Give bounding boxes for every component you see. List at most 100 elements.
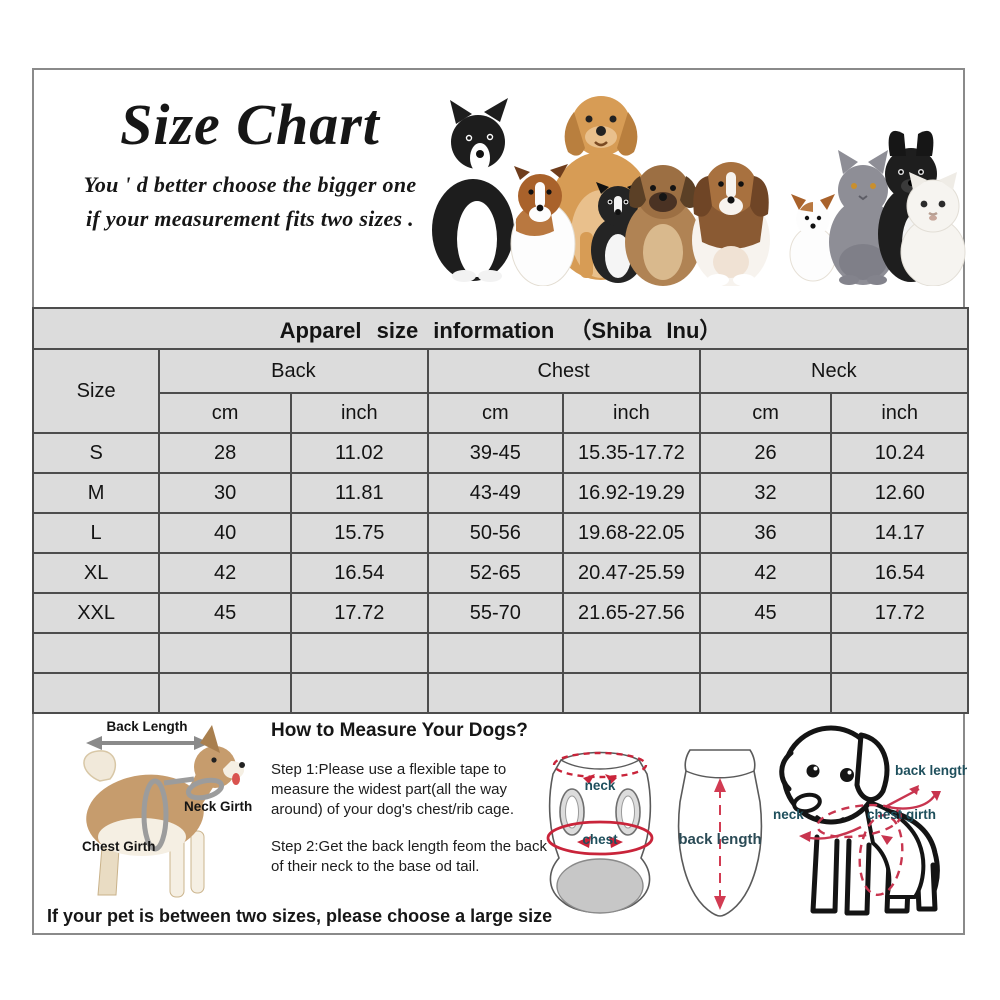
subtitle-line-1: You ' d better choose the bigger one	[83, 172, 417, 197]
table-cell: 15.35-17.72	[562, 432, 701, 474]
table-cell	[562, 632, 701, 674]
table-cell: 32	[698, 472, 833, 514]
measure-step-2: Step 2:Get the back length feom the back…	[271, 838, 548, 876]
table-cell	[698, 632, 833, 674]
table-cell	[698, 672, 833, 714]
table-cell: 11.02	[290, 432, 429, 474]
empty-row	[31, 632, 969, 674]
measure-step-1: Step 1:Please use a flexible tape to mea…	[271, 761, 515, 818]
puppy-measure-arrowheads	[799, 785, 941, 845]
puppy-neck-label: neck	[773, 807, 804, 822]
size-label: L	[31, 512, 161, 554]
size-row-xl: XL 42 16.54 52-65 20.47-25.59 42 16.54	[31, 552, 969, 594]
size-table-section: Apparel size information （Shiba Inu） Siz…	[31, 307, 970, 714]
table-cell: 14.17	[830, 512, 969, 554]
garment-neck-label: neck	[585, 778, 616, 793]
unit-header: cm	[426, 392, 565, 434]
pet-pekingese	[625, 165, 701, 286]
title-block: Size Chart You ' d better choose the big…	[40, 96, 460, 236]
garment-back-diagram: back length	[677, 749, 763, 917]
subtitle-line-2: if your measurement fits two sizes .	[86, 206, 414, 232]
table-cell: 30	[158, 472, 293, 514]
side-dog-illustration	[83, 725, 245, 898]
table-cell	[31, 672, 161, 714]
unit-header: inch	[562, 392, 701, 434]
col-header-chest: Chest	[426, 348, 701, 394]
pets-photo	[432, 96, 966, 286]
table-cell	[31, 632, 161, 674]
puppy-chest-girth-label: chest girth	[867, 807, 936, 822]
table-cell: 17.72	[830, 592, 969, 634]
table-cell: 17.72	[290, 592, 429, 634]
garment-front-outline	[548, 751, 652, 914]
page-subtitle: You ' d better choose the bigger one if …	[40, 168, 460, 236]
table-cell: 36	[698, 512, 833, 554]
table-cell: 26	[698, 432, 833, 474]
size-row-xxl: XXL 45 17.72 55-70 21.65-27.56 45 17.72	[31, 592, 969, 634]
back-length-arrow	[714, 778, 726, 910]
table-cell: 19.68-22.05	[562, 512, 701, 554]
table-cell: 45	[698, 592, 833, 634]
chest-girth-label: Chest Girth	[82, 839, 156, 854]
garment-front-diagram: neck chest	[546, 751, 654, 914]
table-cell: 20.47-25.59	[562, 552, 701, 594]
size-row-s: S 28 11.02 39-45 15.35-17.72 26 10.24	[31, 432, 969, 474]
side-dog-measure-diagram: Back Length Neck Girth Chest Girth	[82, 719, 252, 898]
table-cell	[290, 672, 429, 714]
table-cell: 12.60	[830, 472, 969, 514]
pet-persian-cat	[900, 172, 966, 286]
table-cell: 28	[158, 432, 293, 474]
size-row-m: M 30 11.81 43-49 16.92-19.29 32 12.60	[31, 472, 969, 514]
table-cell	[426, 632, 565, 674]
table-cell: 42	[698, 552, 833, 594]
unit-header: inch	[290, 392, 429, 434]
how-to-heading: How to Measure Your Dogs?	[271, 720, 528, 741]
table-cell: 21.65-27.56	[562, 592, 701, 634]
unit-header: cm	[158, 392, 293, 434]
table-cell: 40	[158, 512, 293, 554]
size-label: XXL	[31, 592, 161, 634]
back-length-arrow	[86, 736, 210, 750]
garment-back-outline	[677, 749, 763, 917]
col-header-size: Size	[31, 348, 161, 434]
chest-measure-ellipse	[546, 820, 654, 856]
puppy-outline	[779, 725, 940, 916]
puppy-measure-diagram: back length neck chest girth	[773, 725, 967, 916]
pet-border-collie	[432, 98, 514, 282]
table-cell: 16.54	[290, 552, 429, 594]
col-header-neck: Neck	[698, 348, 970, 394]
size-advice-footnote: If your pet is between two sizes, please…	[47, 906, 553, 926]
pet-jack-russell	[510, 164, 576, 286]
table-cell	[158, 632, 293, 674]
table-cell	[830, 632, 969, 674]
how-to-measure-section: How to Measure Your Dogs? Step 1:Please …	[271, 720, 559, 895]
table-cell: 16.54	[830, 552, 969, 594]
size-label: M	[31, 472, 161, 514]
table-title: Apparel size information （Shiba Inu）	[32, 307, 969, 350]
unit-header: cm	[698, 392, 833, 434]
table-cell	[158, 672, 293, 714]
neck-girth-label: Neck Girth	[184, 799, 252, 814]
table-cell: 39-45	[426, 432, 565, 474]
table-cell: 16.92-19.29	[562, 472, 701, 514]
table-cell: 52-65	[426, 552, 565, 594]
table-cell: 43-49	[426, 472, 565, 514]
table-cell: 15.75	[290, 512, 429, 554]
table-cell	[290, 632, 429, 674]
page-title: Size Chart	[120, 92, 380, 157]
table-cell: 42	[158, 552, 293, 594]
table-cell: 55-70	[426, 592, 565, 634]
page-frame: Size Chart You ' d better choose the big…	[31, 68, 970, 935]
size-label: XL	[31, 552, 161, 594]
table-cell: 11.81	[290, 472, 429, 514]
pet-chihuahua	[789, 194, 837, 282]
table-cell	[562, 672, 701, 714]
puppy-back-length-label: back length	[895, 763, 967, 778]
puppy-face	[792, 764, 854, 825]
size-row-l: L 40 15.75 50-56 19.68-22.05 36 14.17	[31, 512, 969, 554]
table-cell: 10.24	[830, 432, 969, 474]
col-header-back: Back	[158, 348, 429, 394]
table-cell: 50-56	[426, 512, 565, 554]
table-cell	[426, 672, 565, 714]
garment-back-length-label: back length	[678, 831, 761, 848]
